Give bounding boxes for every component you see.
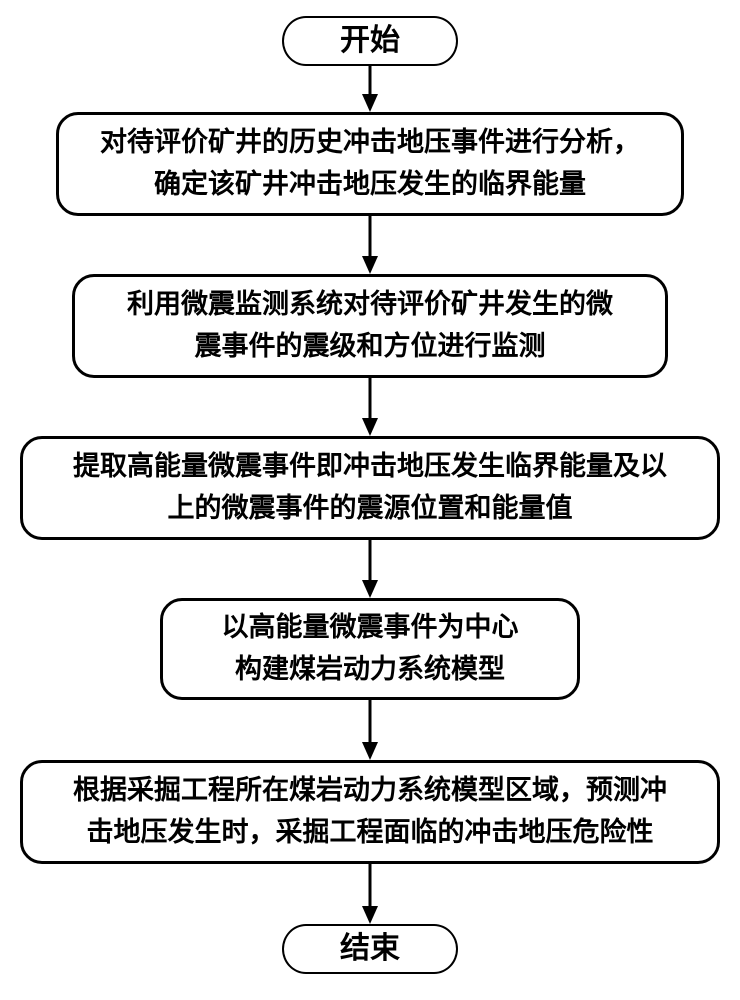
flowchart-node-end: 结束 <box>282 924 458 974</box>
flowchart-node-label-start: 开始 <box>284 23 456 59</box>
flowchart-node-label-end: 结束 <box>284 931 456 967</box>
arrow-head-p4-p5 <box>362 742 378 760</box>
flowchart-node-label-p5: 根据采掘工程所在煤岩动力系统模型区域，预测冲 击地压发生时，采掘工程面临的冲击地… <box>23 770 717 854</box>
flowchart-node-p3: 提取高能量微震事件即冲击地压发生临界能量及以 上的微震事件的震源位置和能量值 <box>20 436 720 540</box>
arrow-head-p3-p4 <box>362 580 378 598</box>
flowchart-node-label-p4: 以高能量微震事件为中心 构建煤岩动力系统模型 <box>163 607 577 691</box>
arrow-head-start-p1 <box>362 94 378 112</box>
arrow-head-p1-p2 <box>362 256 378 274</box>
flowchart-node-p1: 对待评价矿井的历史冲击地压事件进行分析， 确定该矿井冲击地压发生的临界能量 <box>56 112 684 216</box>
arrow-head-p2-p3 <box>362 418 378 436</box>
flowchart-node-start: 开始 <box>282 16 458 66</box>
flowchart-node-label-p2: 利用微震监测系统对待评价矿井发生的微 震事件的震级和方位进行监测 <box>75 284 665 368</box>
flowchart-node-p5: 根据采掘工程所在煤岩动力系统模型区域，预测冲 击地压发生时，采掘工程面临的冲击地… <box>20 760 720 864</box>
flowchart-node-label-p3: 提取高能量微震事件即冲击地压发生临界能量及以 上的微震事件的震源位置和能量值 <box>23 446 717 530</box>
flowchart-node-p4: 以高能量微震事件为中心 构建煤岩动力系统模型 <box>160 598 580 700</box>
flowchart-canvas: 开始对待评价矿井的历史冲击地压事件进行分析， 确定该矿井冲击地压发生的临界能量利… <box>0 0 740 1000</box>
flowchart-node-p2: 利用微震监测系统对待评价矿井发生的微 震事件的震级和方位进行监测 <box>72 274 668 378</box>
arrow-head-p5-end <box>362 906 378 924</box>
flowchart-node-label-p1: 对待评价矿井的历史冲击地压事件进行分析， 确定该矿井冲击地压发生的临界能量 <box>59 122 681 206</box>
